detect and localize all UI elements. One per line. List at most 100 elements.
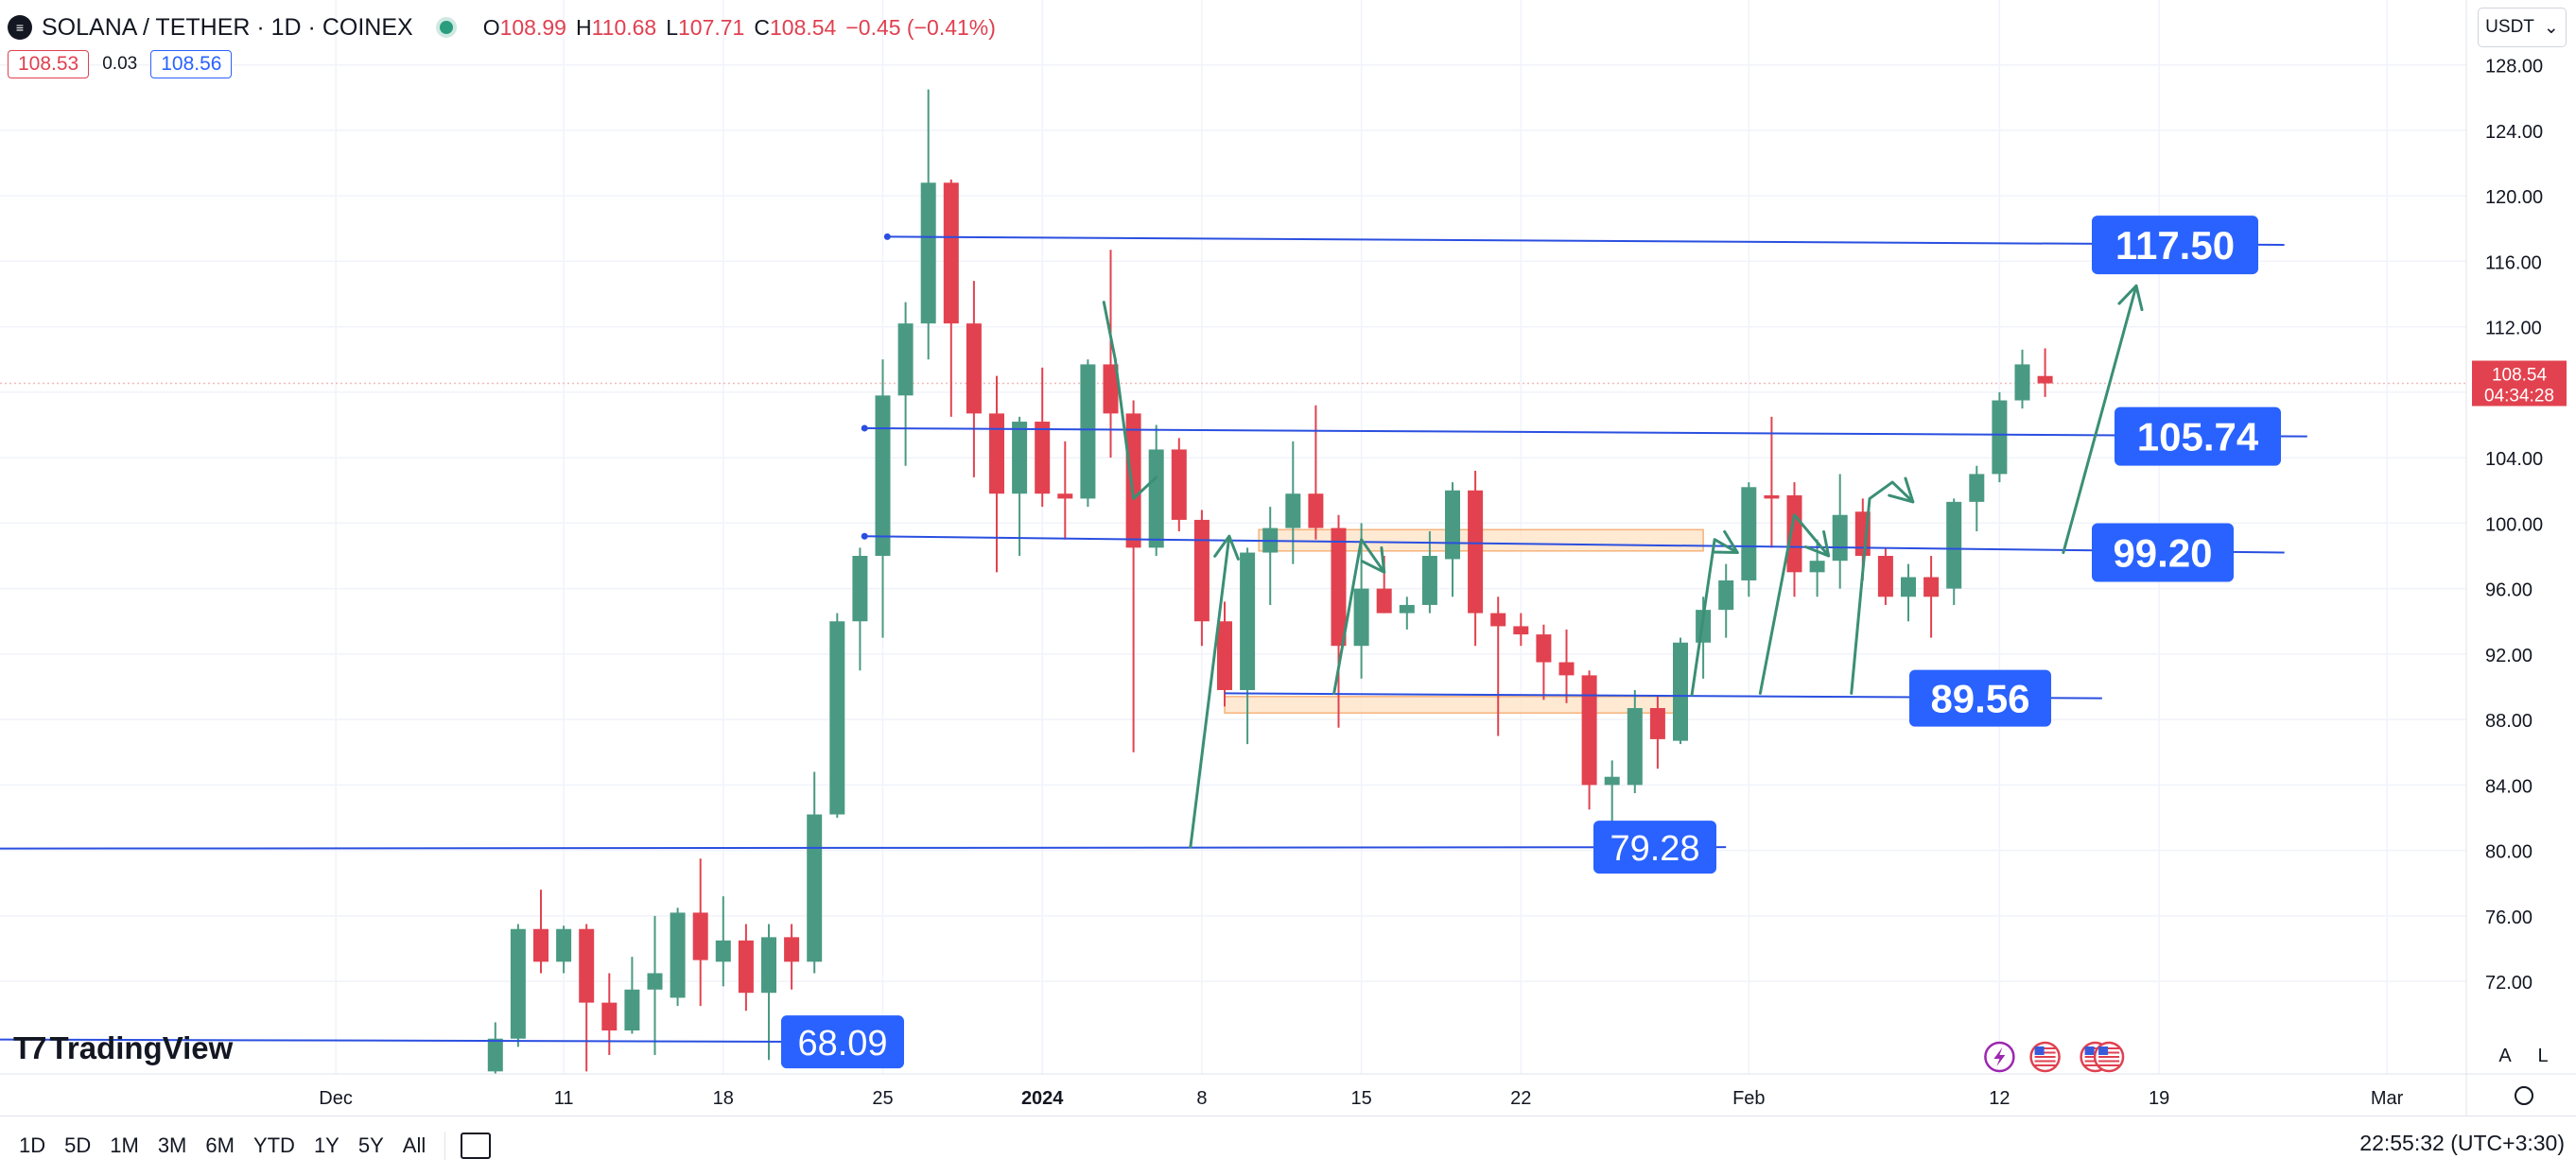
candle-body [510, 928, 526, 1039]
trend-arrow [1332, 538, 1386, 695]
level-line [864, 535, 2285, 554]
timeframe-all[interactable]: All [402, 1133, 426, 1157]
log-scale-button[interactable]: L [2527, 1040, 2559, 1072]
currency-label: USDT [2485, 17, 2534, 37]
candle-body [1604, 776, 1620, 786]
trend-arrow [1850, 480, 1915, 695]
event-flag-canton [2084, 1046, 2095, 1055]
price-tick-label: 88.00 [2485, 711, 2532, 732]
level-line [0, 1038, 849, 1044]
level-label-text: 99.20 [2113, 531, 2212, 576]
candle-down [2037, 348, 2053, 397]
price-tick-label: 128.00 [2485, 57, 2543, 78]
candle-body [738, 940, 754, 994]
candle-up [1012, 416, 1028, 556]
candle-body [715, 940, 731, 962]
candle-up [1627, 689, 1643, 794]
candle-down [1035, 367, 1051, 508]
candle-body [1148, 449, 1164, 548]
candle-body [1012, 422, 1028, 494]
candle-down [1217, 601, 1232, 707]
settings-gear-icon[interactable] [2515, 1086, 2533, 1105]
candle-body [556, 928, 572, 962]
trend-arrow [1758, 513, 1831, 695]
candle-body [1536, 634, 1552, 663]
sell-price-button[interactable]: 108.53 [8, 50, 90, 78]
candle-up [1718, 563, 1734, 638]
candle-body [761, 937, 776, 994]
candle-down [533, 890, 548, 974]
candle-up [1445, 482, 1460, 597]
trend-arrow [1189, 534, 1231, 849]
candle-body [1331, 527, 1347, 647]
candle-up [1421, 531, 1437, 614]
candle-up [1353, 523, 1369, 679]
toolbar-divider [444, 1132, 446, 1160]
candle-up [510, 924, 526, 1047]
level-label-bg [1909, 669, 2051, 727]
candle-body [1513, 626, 1529, 635]
trend-arrow-head [2117, 284, 2144, 312]
currency-dropdown[interactable]: USDT ⌄ [2478, 8, 2567, 47]
candle-up [897, 302, 914, 466]
candle-body [1992, 400, 2008, 475]
time-tick-label: 25 [872, 1088, 893, 1109]
price-tick-label: 84.00 [2485, 776, 2532, 797]
candle-body [1240, 552, 1256, 690]
price-tick-label: 96.00 [2485, 580, 2532, 601]
level-label-text: 68.09 [797, 1024, 887, 1064]
candle-body [1809, 561, 1825, 573]
level-line [887, 235, 2285, 247]
candle-body [1969, 474, 1985, 502]
candle-body [1786, 494, 1802, 573]
timeframe-1y[interactable]: 1Y [313, 1133, 339, 1157]
candle-body [692, 912, 708, 960]
event-lightning-icon [1984, 1041, 2015, 1073]
candle-body [1103, 364, 1119, 414]
candle-down [601, 973, 618, 1056]
time-tick-label: 19 [2149, 1088, 2169, 1109]
candle-body [1923, 577, 1940, 597]
timeframe-1m[interactable]: 1M [110, 1133, 139, 1157]
candle-body [1445, 490, 1460, 560]
timeframe-ytd[interactable]: YTD [252, 1133, 295, 1157]
candle-up [487, 1022, 503, 1074]
calendar-goto-icon[interactable] [461, 1133, 492, 1159]
candle-up [1240, 547, 1256, 745]
level-label: 79.28 [1593, 821, 1716, 874]
price-tick-label: 124.00 [2485, 122, 2543, 143]
timeframe-5d[interactable]: 5D [64, 1133, 92, 1157]
candle-body [1035, 422, 1051, 494]
event-us-flag-icon [2029, 1041, 2061, 1073]
candle-body [897, 323, 914, 396]
symbol-title[interactable]: SOLANA / TETHER · 1D · COINEX [42, 13, 413, 41]
clock-timezone[interactable]: 22:55:32 (UTC+3:30) [2359, 1131, 2565, 1155]
plot-area [0, 0, 2466, 1074]
price-boxes: 108.53 0.03 108.56 [8, 48, 233, 80]
candle-down [1331, 514, 1347, 728]
auto-scale-button[interactable]: A [2489, 1040, 2521, 1072]
timeframe-5y[interactable]: 5Y [357, 1133, 384, 1157]
close-value: 108.54 [769, 14, 837, 40]
candle-body [1353, 588, 1369, 647]
candle-up [670, 908, 686, 1007]
candle-body [1421, 556, 1437, 605]
level-line [864, 426, 2307, 438]
time-tick-label: 2024 [1021, 1088, 1064, 1109]
candle-down [1558, 629, 1575, 703]
timeframe-1d[interactable]: 1D [19, 1133, 46, 1157]
timeframe-3m[interactable]: 3M [157, 1133, 187, 1157]
timeframe-6m[interactable]: 6M [205, 1133, 235, 1157]
trend-arrow-head [1803, 529, 1831, 558]
close-label: C [754, 14, 770, 40]
time-tick-label: Mar [2371, 1088, 2404, 1109]
low-label: L [666, 14, 678, 40]
candle-up [1673, 637, 1688, 745]
candle-up [624, 957, 640, 1034]
price-tick-label: 80.00 [2485, 842, 2532, 863]
support-zone [1224, 696, 1681, 714]
buy-price-button[interactable]: 108.56 [150, 50, 233, 78]
candle-body [875, 395, 891, 556]
tradingview-logo[interactable]: T7 TradingView [13, 1030, 233, 1066]
